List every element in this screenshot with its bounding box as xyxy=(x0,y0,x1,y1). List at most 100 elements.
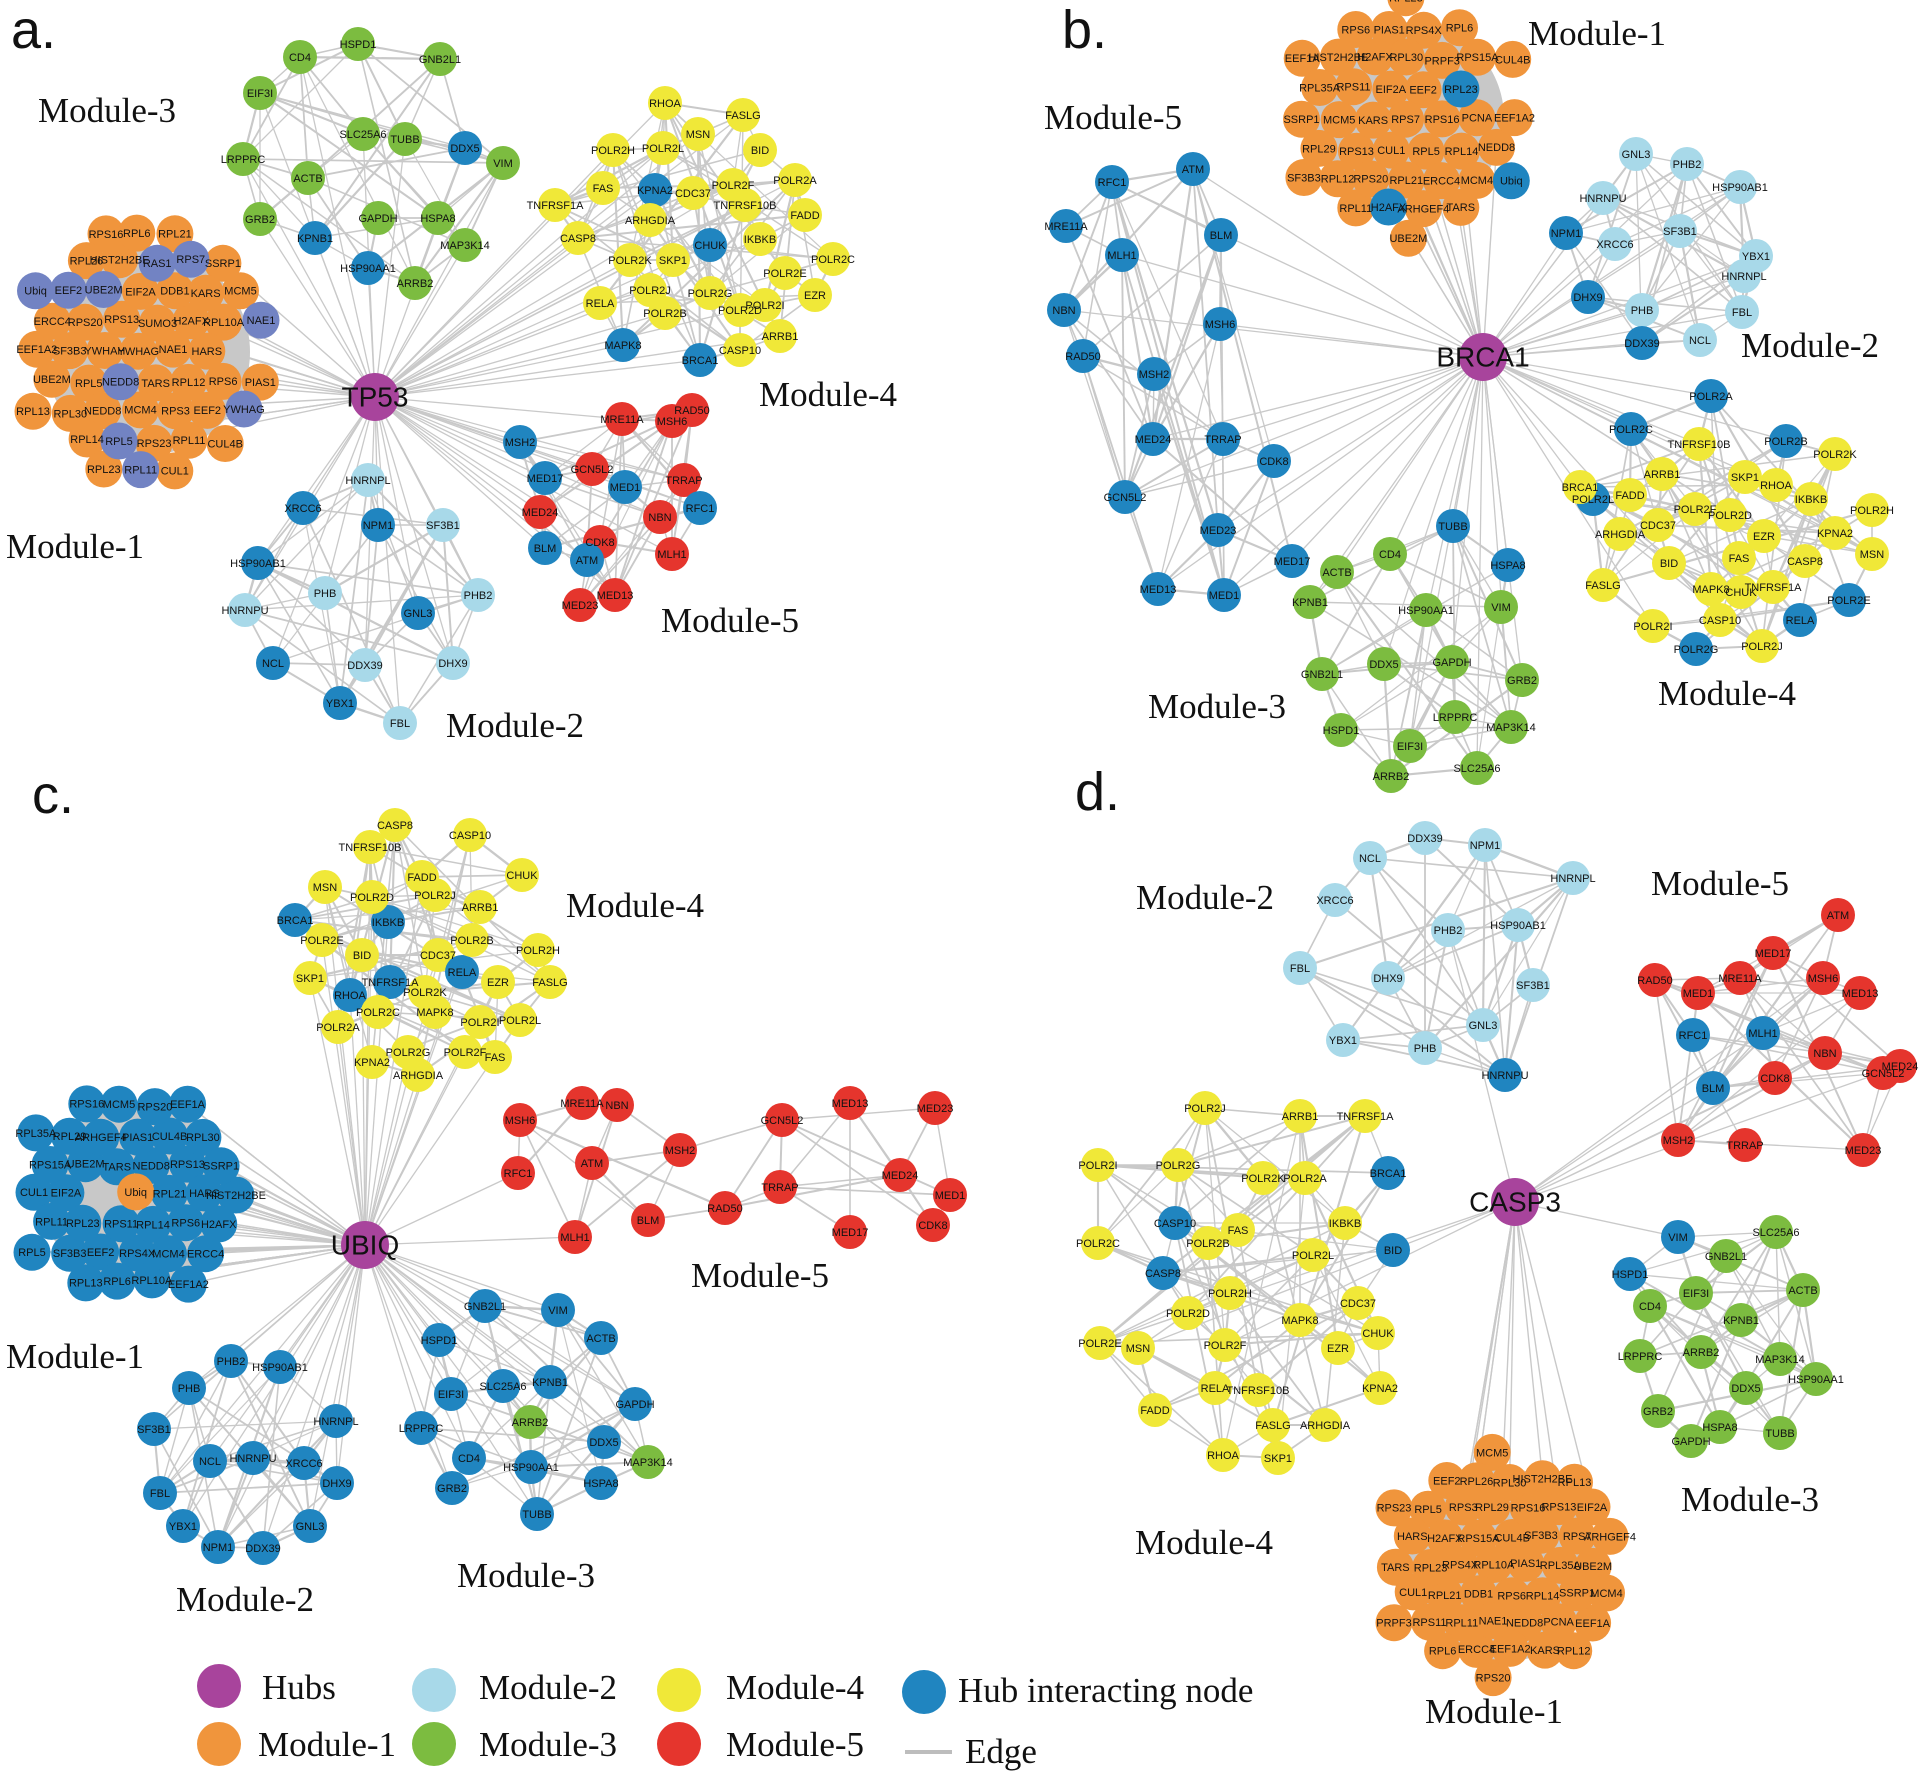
svg-text:BID: BID xyxy=(1660,558,1678,570)
svg-text:RPS20: RPS20 xyxy=(1476,1672,1511,1684)
svg-text:MED13: MED13 xyxy=(832,1098,869,1110)
svg-text:SF3B1: SF3B1 xyxy=(426,520,460,532)
svg-text:MSN: MSN xyxy=(1860,549,1885,561)
svg-text:HSPD1: HSPD1 xyxy=(1612,1269,1649,1281)
svg-text:MED24: MED24 xyxy=(882,1170,919,1182)
svg-text:RPS20: RPS20 xyxy=(68,317,103,329)
svg-text:FAS: FAS xyxy=(485,1052,506,1064)
svg-text:POLR2E: POLR2E xyxy=(1078,1338,1121,1350)
svg-text:GAPDH: GAPDH xyxy=(1432,657,1471,669)
svg-text:RPS6: RPS6 xyxy=(1497,1591,1526,1603)
svg-text:GCN5L2: GCN5L2 xyxy=(571,464,614,476)
svg-text:MED24: MED24 xyxy=(1135,434,1172,446)
svg-text:NPM1: NPM1 xyxy=(203,1542,234,1554)
svg-text:HNRNPU: HNRNPU xyxy=(1481,1070,1528,1082)
svg-text:POLR2B: POLR2B xyxy=(1764,436,1807,448)
svg-text:CUL1: CUL1 xyxy=(1377,145,1405,157)
svg-text:GCN5L2: GCN5L2 xyxy=(1862,1068,1905,1080)
svg-text:RAD50: RAD50 xyxy=(674,405,709,417)
svg-text:EIF3I: EIF3I xyxy=(438,1389,464,1401)
svg-text:Module-5: Module-5 xyxy=(691,1256,829,1295)
svg-text:MED13: MED13 xyxy=(1140,584,1177,596)
svg-text:CDK8: CDK8 xyxy=(585,537,614,549)
svg-text:HSP90AA1: HSP90AA1 xyxy=(1788,1374,1844,1386)
svg-text:Module-3: Module-3 xyxy=(38,91,176,130)
svg-text:POLR2A: POLR2A xyxy=(316,1022,360,1034)
svg-text:RPL13: RPL13 xyxy=(69,1278,103,1290)
svg-text:SF3B3: SF3B3 xyxy=(1287,172,1321,184)
svg-text:NBN: NBN xyxy=(605,1100,628,1112)
svg-text:POLR2L: POLR2L xyxy=(499,1015,541,1027)
svg-text:a.: a. xyxy=(11,0,56,60)
svg-text:TUBB: TUBB xyxy=(1438,521,1467,533)
svg-text:MSH6: MSH6 xyxy=(657,416,688,428)
svg-text:CDK8: CDK8 xyxy=(1259,456,1288,468)
svg-text:IKBKB: IKBKB xyxy=(744,234,776,246)
svg-text:Module-4: Module-4 xyxy=(1135,1523,1273,1562)
svg-text:EIF3I: EIF3I xyxy=(247,88,273,100)
svg-text:HIST2H2BE: HIST2H2BE xyxy=(1308,52,1368,64)
svg-text:MSN: MSN xyxy=(1126,1343,1151,1355)
svg-text:NEDD8: NEDD8 xyxy=(1506,1618,1543,1630)
svg-text:SUMO3: SUMO3 xyxy=(138,318,177,330)
svg-text:POLR2J: POLR2J xyxy=(1184,1103,1226,1115)
svg-text:TP53: TP53 xyxy=(342,382,409,413)
svg-text:SKP1: SKP1 xyxy=(296,973,324,985)
svg-text:MED1: MED1 xyxy=(935,1190,966,1202)
svg-text:MRE11A: MRE11A xyxy=(600,414,644,426)
svg-text:UBE2M: UBE2M xyxy=(33,374,71,386)
svg-text:TUBB: TUBB xyxy=(1765,1428,1794,1440)
svg-text:RPS6: RPS6 xyxy=(209,376,238,388)
svg-text:MSH6: MSH6 xyxy=(505,1115,536,1127)
svg-text:POLR2K: POLR2K xyxy=(403,987,447,999)
svg-text:CD4: CD4 xyxy=(289,52,311,64)
svg-text:RPL14: RPL14 xyxy=(136,1219,170,1231)
svg-text:RPS3: RPS3 xyxy=(1449,1502,1478,1514)
svg-text:BID: BID xyxy=(751,145,769,157)
svg-text:FAS: FAS xyxy=(593,183,614,195)
svg-text:MLH1: MLH1 xyxy=(1107,250,1136,262)
svg-text:NCL: NCL xyxy=(262,658,284,670)
svg-text:CDK8: CDK8 xyxy=(918,1220,947,1232)
svg-text:KPNA2: KPNA2 xyxy=(354,1057,390,1069)
svg-text:GRB2: GRB2 xyxy=(1507,675,1537,687)
svg-text:PRPF3: PRPF3 xyxy=(1424,55,1459,67)
svg-text:HSPA8: HSPA8 xyxy=(583,1478,618,1490)
svg-text:EEF1A: EEF1A xyxy=(170,1099,206,1111)
svg-text:HSPA8: HSPA8 xyxy=(1490,560,1525,572)
svg-text:RPL21: RPL21 xyxy=(1428,1590,1462,1602)
svg-text:Module-1: Module-1 xyxy=(258,1725,396,1764)
svg-text:POLR2H: POLR2H xyxy=(1850,505,1894,517)
svg-text:NBN: NBN xyxy=(1813,1048,1836,1060)
svg-text:POLR2H: POLR2H xyxy=(516,945,560,957)
svg-text:DDX39: DDX39 xyxy=(1624,338,1659,350)
svg-text:YBX1: YBX1 xyxy=(326,698,354,710)
svg-text:MED23: MED23 xyxy=(1845,1145,1882,1157)
svg-text:HSP90AB1: HSP90AB1 xyxy=(1712,182,1768,194)
svg-text:MED17: MED17 xyxy=(527,473,564,485)
svg-text:MAPK8: MAPK8 xyxy=(1692,584,1729,596)
svg-text:KPNB1: KPNB1 xyxy=(532,1377,568,1389)
svg-text:TUBB: TUBB xyxy=(390,134,419,146)
svg-text:MSH6: MSH6 xyxy=(1808,973,1839,985)
svg-text:RPL10A: RPL10A xyxy=(1473,1559,1515,1571)
svg-text:CASP8: CASP8 xyxy=(1145,1268,1181,1280)
svg-text:POLR2E: POLR2E xyxy=(763,268,806,280)
svg-text:KPNB1: KPNB1 xyxy=(1292,597,1328,609)
svg-text:CDC37: CDC37 xyxy=(420,950,456,962)
svg-text:MED1: MED1 xyxy=(610,482,641,494)
svg-text:RPL11: RPL11 xyxy=(35,1216,68,1228)
svg-text:HIST2H2BE: HIST2H2BE xyxy=(1513,1474,1573,1486)
svg-text:POLR2B: POLR2B xyxy=(450,935,493,947)
svg-text:ARRB1: ARRB1 xyxy=(462,902,499,914)
svg-text:RPL21: RPL21 xyxy=(153,1188,187,1200)
svg-text:RAD50: RAD50 xyxy=(1637,975,1672,987)
svg-text:POLR2J: POLR2J xyxy=(629,285,671,297)
svg-text:GNL3: GNL3 xyxy=(1622,149,1651,161)
svg-text:ATM: ATM xyxy=(581,1158,603,1170)
svg-text:POLR2C: POLR2C xyxy=(1609,424,1653,436)
svg-text:XRCC6: XRCC6 xyxy=(284,503,321,515)
svg-text:ACTB: ACTB xyxy=(1788,1285,1817,1297)
svg-text:DHX9: DHX9 xyxy=(1573,292,1602,304)
svg-text:RPS15A: RPS15A xyxy=(1456,52,1499,64)
